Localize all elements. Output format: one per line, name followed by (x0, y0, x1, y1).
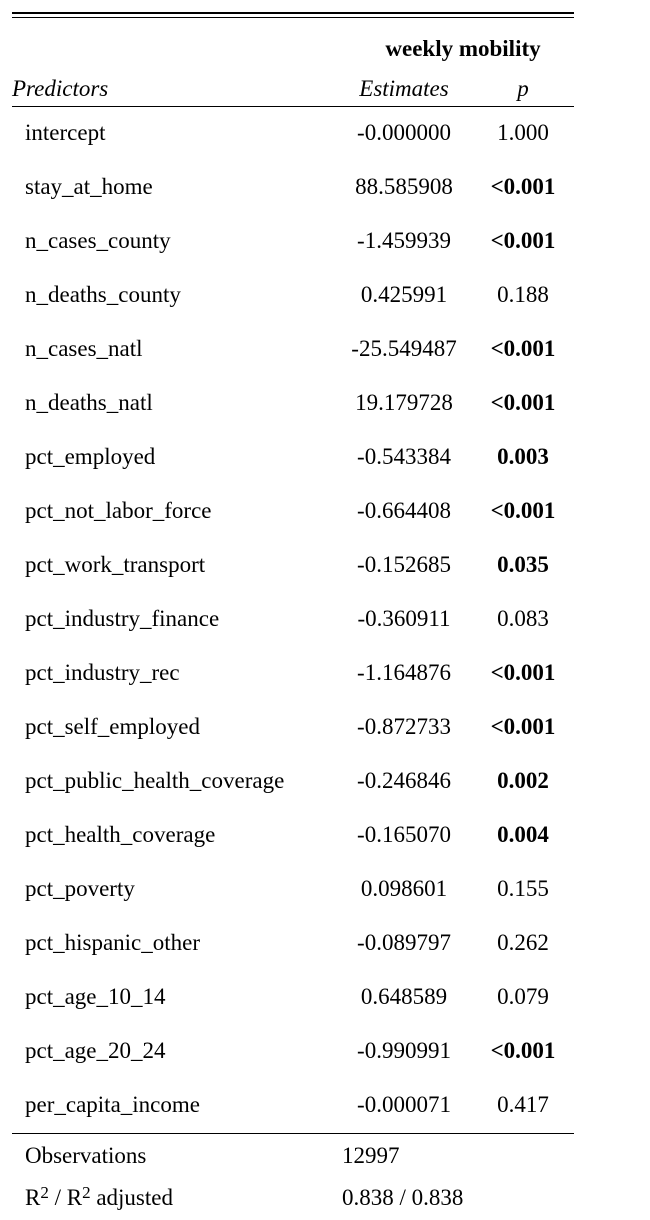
predictor-name: stay_at_home (25, 174, 153, 199)
r2-label-r: R (25, 1185, 41, 1210)
predictor-name: intercept (25, 120, 106, 145)
predictor-name: per_capita_income (25, 1092, 200, 1117)
estimate-value: -25.549487 (351, 336, 457, 361)
p-value: 0.155 (497, 876, 549, 901)
p-value: <0.001 (490, 498, 556, 523)
table-row: n_cases_county -1.459939 <0.001 (12, 215, 574, 269)
predictor-name: pct_work_transport (25, 552, 206, 577)
estimate-value: -0.165070 (357, 822, 451, 847)
r2-label-end: adjusted (90, 1185, 173, 1210)
estimate-value: -0.089797 (357, 930, 451, 955)
p-value: 0.079 (497, 984, 549, 1009)
predictor-name: pct_not_labor_force (25, 498, 212, 523)
r2-row: R2 / R2 adjusted 0.838 / 0.838 (12, 1176, 574, 1218)
predictor-name: pct_self_employed (25, 714, 201, 739)
estimate-value: -0.000071 (357, 1092, 451, 1117)
table-row: pct_self_employed -0.872733 <0.001 (12, 701, 574, 755)
r2-value: 0.838 / 0.838 (342, 1185, 464, 1210)
estimate-value: -0.000000 (357, 120, 451, 145)
p-value: 1.000 (497, 120, 549, 145)
model-title: weekly mobility (385, 36, 541, 61)
predictor-name: pct_poverty (25, 876, 135, 901)
predictor-name: n_cases_county (25, 228, 171, 253)
estimate-value: 0.098601 (360, 876, 448, 901)
estimate-value: -0.664408 (357, 498, 451, 523)
estimate-value: -0.543384 (357, 444, 451, 469)
table-row: n_deaths_natl 19.179728 <0.001 (12, 377, 574, 431)
estimate-value: -1.164876 (357, 660, 451, 685)
r2-label: R2 / R2 adjusted (25, 1183, 173, 1211)
table-body: intercept -0.000000 1.000 stay_at_home 88.58… (12, 107, 574, 1133)
p-value: 0.262 (497, 930, 549, 955)
estimate-value: 88.585908 (355, 174, 453, 199)
estimate-value: 0.425991 (360, 282, 448, 307)
p-value: <0.001 (490, 390, 556, 415)
predictor-name: pct_industry_rec (25, 660, 180, 685)
observations-value: 12997 (342, 1143, 400, 1168)
p-value: 0.417 (497, 1092, 549, 1117)
predictor-name: pct_employed (25, 444, 156, 469)
table-row: pct_industry_finance -0.360911 0.083 (12, 593, 574, 647)
regression-table: weekly mobility Predictors Estimates p i… (12, 12, 574, 1218)
top-double-rule (12, 12, 574, 18)
table-row: per_capita_income -0.000071 0.417 (12, 1079, 574, 1133)
table-row: stay_at_home 88.585908 <0.001 (12, 161, 574, 215)
model-header: weekly mobility (12, 18, 574, 66)
table-row: pct_not_labor_force -0.664408 <0.001 (12, 485, 574, 539)
p-value: <0.001 (490, 228, 556, 253)
p-value: 0.003 (497, 444, 549, 469)
estimate-value: -0.990991 (357, 1038, 451, 1063)
table-row: pct_health_coverage -0.165070 0.004 (12, 809, 574, 863)
predictor-name: pct_health_coverage (25, 822, 216, 847)
predictor-name: pct_industry_finance (25, 606, 220, 631)
p-value: 0.004 (497, 822, 549, 847)
predictor-name: pct_age_20_24 (25, 1038, 166, 1063)
p-value: <0.001 (490, 174, 556, 199)
p-value: <0.001 (490, 714, 556, 739)
table-row: intercept -0.000000 1.000 (12, 107, 574, 161)
observations-row: Observations 12997 (12, 1134, 574, 1176)
table-row: n_cases_natl -25.549487 <0.001 (12, 323, 574, 377)
predictor-name: pct_hispanic_other (25, 930, 201, 955)
r2-label-sup1: 2 (40, 1183, 49, 1202)
table-row: n_deaths_county 0.425991 0.188 (12, 269, 574, 323)
estimate-value: -0.246846 (357, 768, 451, 793)
estimate-value: 0.648589 (360, 984, 448, 1009)
r2-label-sup2: 2 (82, 1183, 91, 1202)
observations-label: Observations (25, 1143, 147, 1168)
p-value: <0.001 (490, 1038, 556, 1063)
table-row: pct_age_10_14 0.648589 0.079 (12, 971, 574, 1025)
predictor-name: pct_public_health_coverage (25, 768, 285, 793)
estimate-value: -0.360911 (357, 606, 451, 631)
p-value: 0.002 (497, 768, 549, 793)
estimate-value: -1.459939 (357, 228, 451, 253)
predictor-name: n_cases_natl (25, 336, 143, 361)
p-value: <0.001 (490, 660, 556, 685)
table-row: pct_industry_rec -1.164876 <0.001 (12, 647, 574, 701)
table-row: pct_work_transport -0.152685 0.035 (12, 539, 574, 593)
p-value: 0.083 (497, 606, 549, 631)
table-row: pct_poverty 0.098601 0.155 (12, 863, 574, 917)
estimate-value: -0.872733 (357, 714, 451, 739)
table-row: pct_age_20_24 -0.990991 <0.001 (12, 1025, 574, 1079)
p-value: <0.001 (490, 336, 556, 361)
table-row: pct_hispanic_other -0.089797 0.262 (12, 917, 574, 971)
predictor-name: n_deaths_natl (25, 390, 153, 415)
table-row: pct_employed -0.543384 0.003 (12, 431, 574, 485)
p-value: 0.188 (497, 282, 549, 307)
p-value: 0.035 (497, 552, 549, 577)
header-estimates: Estimates (359, 76, 449, 101)
footer-rule (12, 1133, 574, 1134)
estimate-value: -0.152685 (357, 552, 451, 577)
header-predictors: Predictors (12, 76, 109, 101)
estimate-value: 19.179728 (355, 390, 453, 415)
r2-label-mid: / R (48, 1185, 83, 1210)
header-p: p (517, 76, 529, 101)
table-row: pct_public_health_coverage -0.246846 0.002 (12, 755, 574, 809)
predictor-name: n_deaths_county (25, 282, 181, 307)
column-headers: Predictors Estimates p (12, 66, 574, 107)
predictor-name: pct_age_10_14 (25, 984, 166, 1009)
